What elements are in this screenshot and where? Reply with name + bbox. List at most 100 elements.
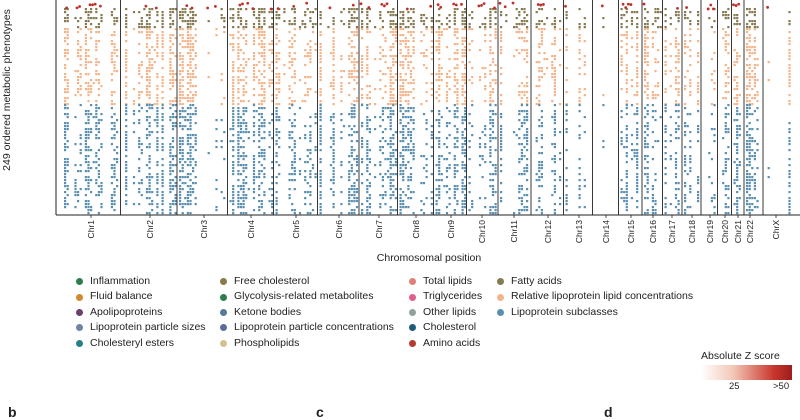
point bbox=[399, 26, 402, 29]
point bbox=[232, 37, 235, 40]
point bbox=[66, 85, 69, 88]
point bbox=[710, 73, 713, 76]
point bbox=[636, 67, 639, 70]
point bbox=[87, 134, 90, 137]
point bbox=[332, 140, 335, 143]
point bbox=[237, 155, 240, 158]
point bbox=[353, 125, 356, 128]
point bbox=[355, 26, 359, 29]
point bbox=[583, 61, 586, 64]
point bbox=[453, 170, 456, 173]
point bbox=[381, 176, 384, 179]
point bbox=[332, 79, 335, 82]
point bbox=[189, 137, 192, 140]
point bbox=[464, 17, 467, 20]
point bbox=[381, 179, 384, 182]
point bbox=[291, 64, 294, 67]
point bbox=[132, 28, 136, 31]
point bbox=[407, 49, 410, 52]
point bbox=[125, 52, 128, 55]
point bbox=[646, 212, 649, 215]
point bbox=[489, 26, 492, 29]
point bbox=[148, 188, 151, 191]
point bbox=[245, 76, 248, 79]
point bbox=[87, 61, 90, 64]
point bbox=[87, 100, 90, 103]
point bbox=[412, 119, 415, 122]
point bbox=[724, 64, 727, 67]
point bbox=[293, 28, 296, 31]
point bbox=[328, 6, 332, 10]
point bbox=[425, 128, 428, 131]
point bbox=[84, 158, 87, 161]
point bbox=[189, 34, 192, 37]
point bbox=[319, 49, 322, 52]
point bbox=[229, 8, 232, 11]
point bbox=[239, 125, 243, 128]
point bbox=[394, 161, 397, 164]
point bbox=[478, 49, 482, 52]
point bbox=[148, 197, 151, 200]
point bbox=[448, 203, 451, 206]
point bbox=[651, 200, 654, 203]
point bbox=[353, 116, 356, 119]
point bbox=[78, 5, 81, 8]
point bbox=[646, 155, 649, 158]
point bbox=[161, 104, 164, 107]
point bbox=[361, 58, 364, 61]
point bbox=[174, 194, 177, 197]
point bbox=[402, 155, 405, 158]
point bbox=[748, 94, 751, 97]
point bbox=[314, 122, 317, 125]
point bbox=[229, 17, 232, 20]
point bbox=[366, 122, 369, 125]
point bbox=[461, 43, 464, 46]
point bbox=[138, 94, 141, 97]
point bbox=[440, 116, 443, 119]
point bbox=[713, 82, 716, 85]
point bbox=[738, 188, 741, 191]
point bbox=[664, 46, 667, 49]
point bbox=[314, 113, 317, 116]
point bbox=[500, 46, 503, 49]
point bbox=[305, 1, 309, 5]
point bbox=[145, 26, 149, 29]
point bbox=[145, 164, 149, 167]
point bbox=[148, 49, 151, 52]
point bbox=[66, 203, 69, 206]
point bbox=[489, 155, 492, 158]
point bbox=[559, 103, 562, 106]
point bbox=[636, 73, 639, 76]
point bbox=[430, 28, 433, 31]
point bbox=[435, 179, 438, 182]
point bbox=[232, 167, 235, 170]
point bbox=[518, 209, 521, 212]
point bbox=[293, 158, 296, 161]
point bbox=[350, 110, 353, 113]
point bbox=[186, 158, 189, 161]
point bbox=[448, 26, 451, 29]
point bbox=[677, 128, 680, 131]
point bbox=[79, 17, 82, 20]
point bbox=[471, 82, 474, 85]
point bbox=[402, 61, 405, 64]
point bbox=[148, 67, 151, 70]
point bbox=[232, 149, 235, 152]
point bbox=[194, 176, 197, 179]
point bbox=[91, 3, 94, 7]
point bbox=[535, 23, 538, 26]
point bbox=[184, 176, 187, 179]
point bbox=[751, 23, 754, 26]
point bbox=[407, 110, 410, 113]
point bbox=[242, 91, 245, 94]
point bbox=[260, 94, 263, 97]
point bbox=[66, 128, 69, 131]
point bbox=[553, 55, 556, 58]
point bbox=[113, 167, 116, 170]
point bbox=[407, 134, 410, 137]
point bbox=[435, 49, 438, 52]
point bbox=[438, 164, 441, 167]
point bbox=[733, 143, 736, 146]
point bbox=[293, 40, 296, 43]
point bbox=[332, 122, 335, 125]
